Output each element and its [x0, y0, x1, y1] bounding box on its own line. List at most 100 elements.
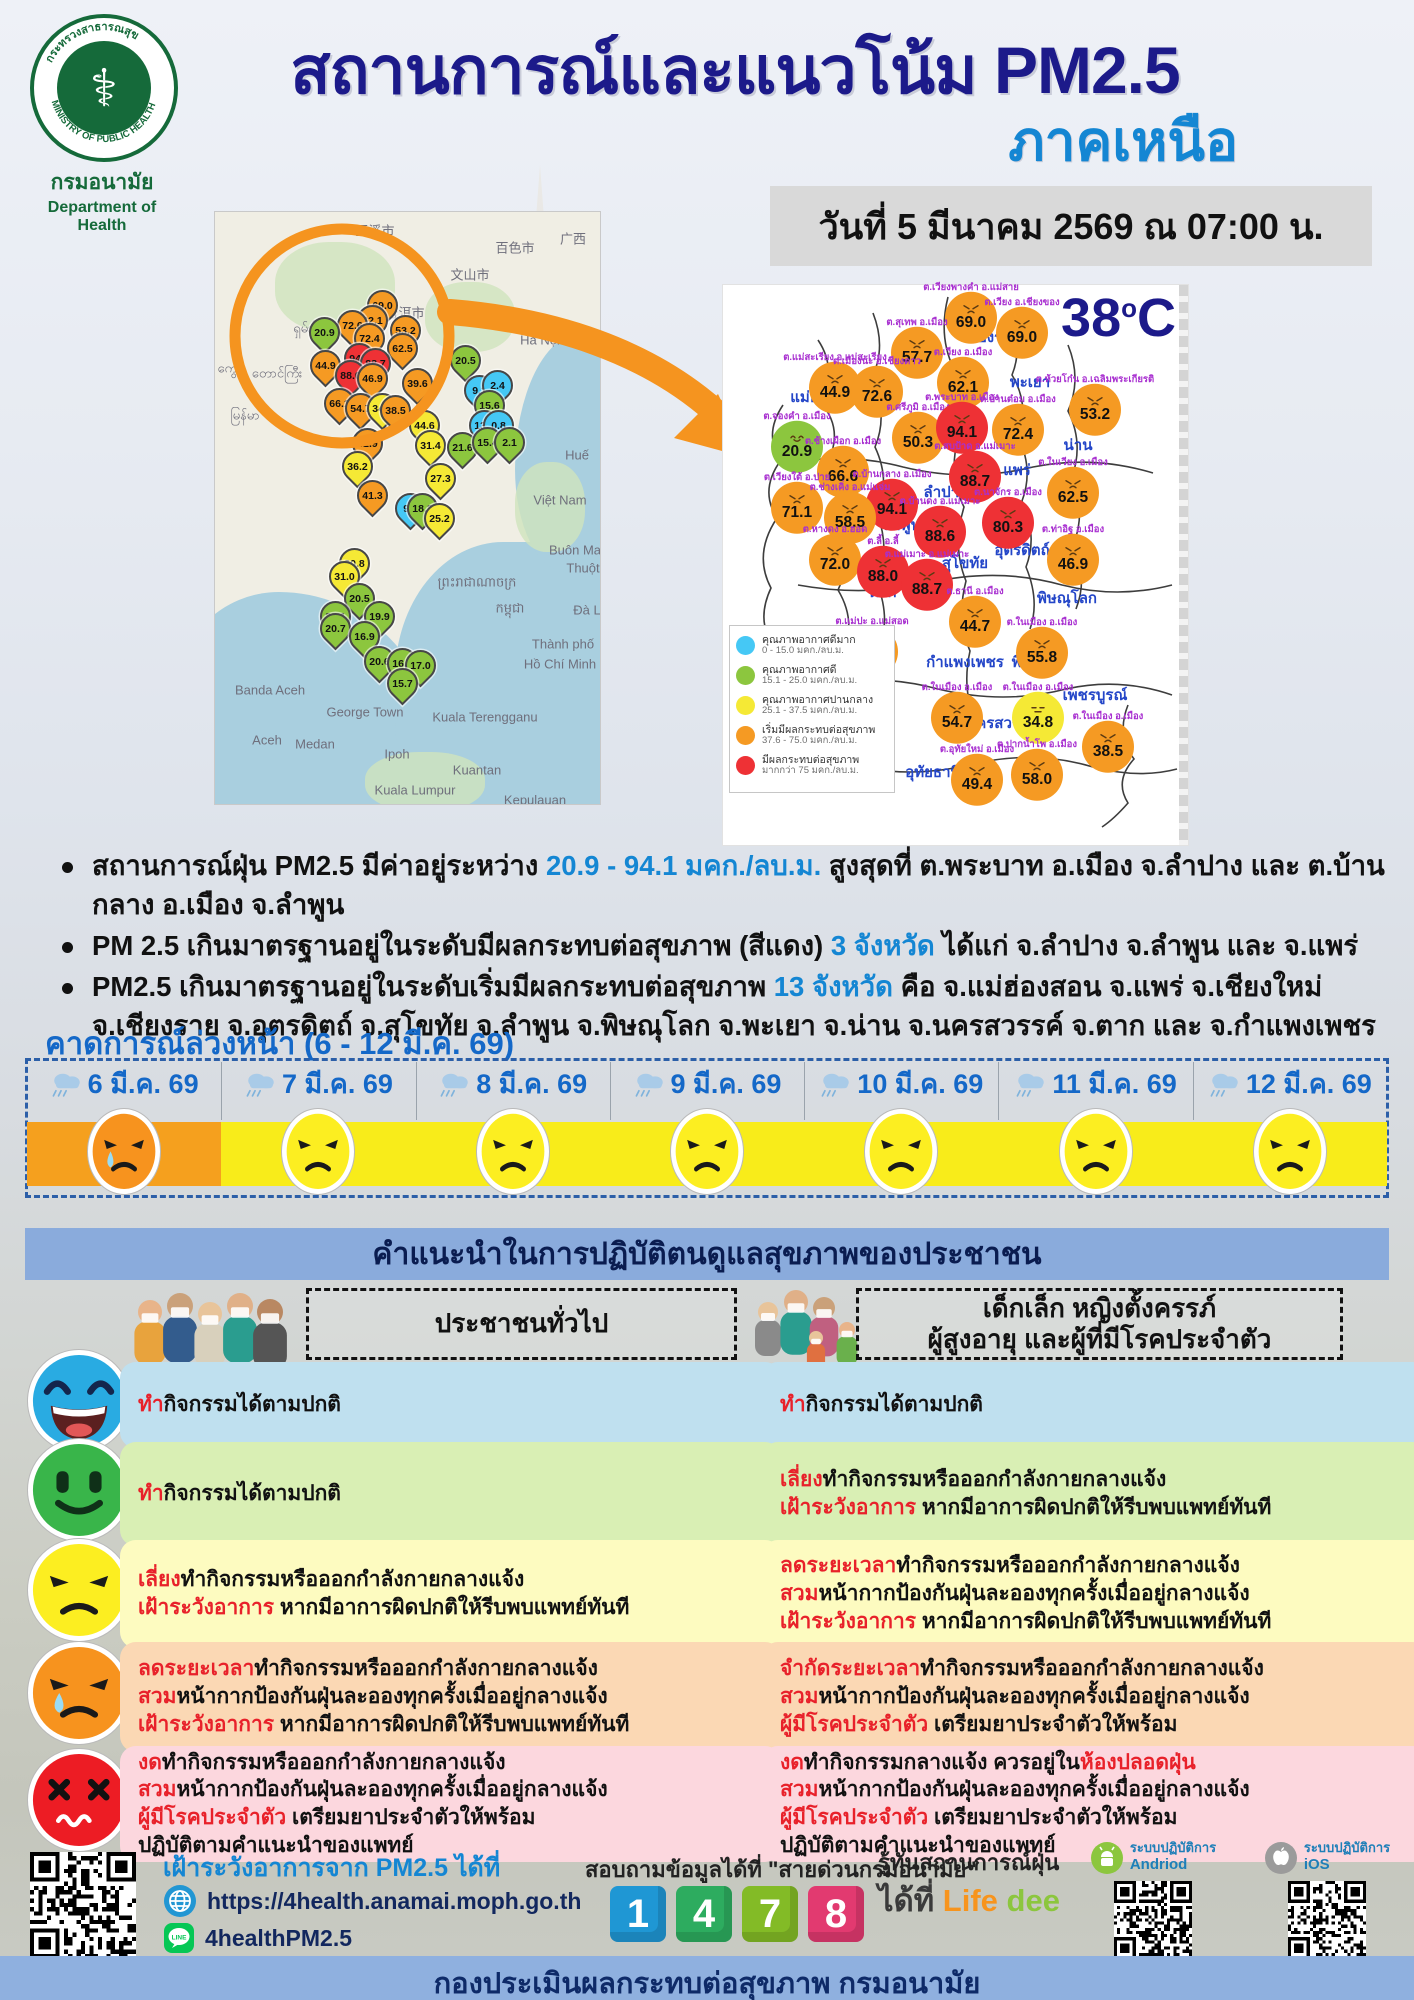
forecast-face-icon: [476, 1109, 549, 1194]
advice-cell-left: ทำกิจกรรมได้ตามปกติ: [120, 1362, 781, 1448]
station-marker[interactable]: ต.ในเวียง อ.เมือง 62.5: [993, 458, 1153, 519]
advice-cell-left: ลดระยะเวลาทำกิจกรรมหรือออกกำลังกายกลางแจ…: [120, 1642, 781, 1752]
map-place-label: Buôn Ma: [548, 542, 600, 558]
map-place-label: မြန်မာ: [230, 407, 260, 423]
station-marker[interactable]: ต.ในเมือง อ.เมือง 54.7: [877, 683, 1037, 744]
station-marker[interactable]: ต.พระบาท อ.เมือง 94.1: [882, 393, 1042, 454]
station-marker[interactable]: ต.ช้างเผือก อ.เมือง 66.6: [763, 437, 923, 498]
station-marker[interactable]: ต.เวียงพางคำ อ.แม่สาย 69.0: [891, 283, 1051, 344]
map-place-label: Banda Aceh: [234, 682, 306, 698]
aqi-face-icon: [28, 1539, 130, 1641]
rain-cloud-icon: [1210, 1073, 1238, 1097]
ministry-logo: ⚕ กระทรวงสาธารณสุข MINISTRY OF PUBLIC HE…: [30, 14, 178, 162]
apple-icon: [1264, 1841, 1297, 1874]
province-label: พิษณุโลก: [1036, 590, 1098, 607]
legend-item: เริ่มมีผลกระทบต่อสุขภาพ 37.6 - 75.0 มคก./…: [736, 724, 888, 747]
forecast-face-icon: [1059, 1109, 1132, 1194]
station-marker[interactable]: ต.อุทัยใหม่ อ.เมือง 49.4: [897, 745, 1057, 806]
station-marker[interactable]: ต.สุเทพ อ.เมือง 57.7: [837, 318, 997, 379]
legend-item: คุณภาพอากาศปานกลาง 25.1 - 37.5 มคก./ลบ.ม.: [736, 694, 888, 717]
north-region-detail-map[interactable]: 38oC เชียงรายแม่ฮ่องสอนพะเยาน่านลำปางแพร…: [723, 283, 1188, 845]
station-marker[interactable]: ต.ศรีภูมิ อ.เมือง 50.3: [838, 403, 998, 464]
scrollbar[interactable]: [1179, 285, 1188, 845]
station-marker[interactable]: ต.ในเมือง อ.เมือง 55.8: [962, 618, 1122, 679]
forecast-day: 8 มี.ค. 69: [415, 1062, 610, 1194]
hotline-digit: 4: [676, 1886, 732, 1942]
region-subtitle: ภาคเหนือ: [1008, 110, 1238, 172]
map-place-label: Kuala Lumpur: [374, 782, 456, 798]
lifedee-brand: ได้ที่ Life dee: [878, 1883, 1060, 1918]
map-place-label: Thành phố: [531, 636, 595, 652]
page-title: สถานการณ์และแนวโน้ม PM2.5: [290, 33, 1180, 107]
province-label: พะเยา: [1009, 374, 1051, 391]
forecast-box: [25, 1058, 1389, 1198]
station-marker[interactable]: ต.ในเมือง อ.เมือง 34.8: [958, 683, 1118, 744]
station-marker[interactable]: ต.ธานี อ.เมือง 44.7: [895, 587, 1055, 648]
station-marker[interactable]: ต.ลี้ อ.ลี้ 88.0: [803, 537, 963, 598]
line-app-icon: LINE: [164, 1923, 194, 1953]
advice-cell-left: งดทำกิจกรรมหรือออกกำลังกายกลางแจ้ง สวมหน้…: [120, 1746, 781, 1862]
map-place-label: Medan: [295, 736, 335, 752]
station-marker[interactable]: ต.เวียง อ.เมือง 62.1: [883, 348, 1043, 409]
map-place-label: Hồ Chí Minh: [523, 656, 597, 672]
map-place-label: Aceh: [252, 732, 282, 748]
map-place-label: Kuala Terengganu: [432, 709, 538, 725]
legend-item: คุณภาพอากาศดี 15.1 - 25.0 มคก./ลบ.ม.: [736, 664, 888, 687]
globe-icon: [164, 1885, 196, 1917]
station-marker[interactable]: ต.ท่าอิฐ อ.เมือง 46.9: [993, 525, 1153, 586]
date-banner: วันที่ 5 มีนาคม 2569 ณ 07:00 น.: [770, 186, 1372, 266]
station-marker[interactable]: ต.เวียงใต้ อ.ปาย 71.1: [717, 473, 877, 534]
line-id[interactable]: 4healthPM2.5: [205, 1924, 352, 1951]
map-place-label: Ipoh: [384, 746, 410, 762]
station-marker[interactable]: ต.ในเมือง อ.เมือง 38.5: [1028, 712, 1188, 773]
map-place-label: កម្ពុជា: [495, 600, 525, 616]
map-place-label: Huế: [565, 447, 589, 463]
station-marker[interactable]: ต.เมืองนะ อ.เชียงดาว 72.6: [797, 357, 957, 418]
station-marker[interactable]: ต.เวียง อ.เชียงของ 69.0: [942, 298, 1102, 359]
station-marker[interactable]: ต.จองคำ อ.เมือง 20.9: [717, 412, 877, 473]
footer-watch-title: เฝ้าระวังอาการจาก PM2.5 ได้ที่: [163, 1854, 501, 1882]
province-label: แพร่: [1003, 462, 1031, 479]
station-marker[interactable]: ต.แม่เมาะ อ.แม่เมาะ 88.7: [847, 550, 1007, 611]
website-link[interactable]: https://4health.anamai.moph.go.th: [207, 1887, 582, 1914]
advice-cell-left: เลี่ยงทำกิจกรรมหรือออกกำลังกายกลางแจ้ง เฝ…: [120, 1540, 781, 1648]
qr-code-ios: [1288, 1881, 1366, 1959]
station-marker[interactable]: ต.ปากน้ำโพ อ.เมือง 58.0: [957, 740, 1117, 801]
qr-code-android: [1114, 1881, 1192, 1959]
legend-item: มีผลกระทบต่อสุขภาพ มากกว่า 75 มคก./ลบ.ม.: [736, 754, 888, 777]
map-place-label: Kuantan: [452, 762, 502, 778]
hotline-digit: 7: [742, 1886, 798, 1942]
station-marker[interactable]: ต.สบป้าด อ.แม่เมาะ 88.7: [895, 442, 1055, 503]
station-marker[interactable]: ต.หางดง อ.ฮอด 72.0: [755, 525, 915, 586]
footer-band: กองประเมินผลกระทบต่อสุขภาพ กรมอนามัย: [0, 1956, 1414, 2000]
map-place-label: Đà L: [573, 602, 600, 618]
forecast-face-icon: [88, 1109, 161, 1194]
map-place-label: ព្រះរាជាណាចក្រ: [437, 574, 517, 590]
station-marker[interactable]: ต.บ้านต๋อม อ.เมือง 72.4: [938, 395, 1098, 456]
aqi-face-icon: [28, 1749, 130, 1851]
summary-bullet: สถานการณ์ฝุ่น PM2.5 มีค่าอยู่ระหว่าง 20.…: [40, 846, 1385, 924]
dept-en-label: Department of Health: [47, 199, 157, 234]
station-marker[interactable]: ต.ห้วยโก๋น อ.เฉลิมพระเกียรติ 53.2: [1015, 375, 1175, 436]
map-place-label: Việt Nam: [533, 492, 587, 508]
station-marker[interactable]: ต.นาจักร อ.เมือง 80.3: [928, 488, 1088, 549]
summary-bullet: PM2.5 เกินมาตรฐานอยู่ในระดับเริ่มมีผลกระ…: [40, 967, 1385, 1045]
province-label: กำแพงเพชร: [926, 654, 1004, 671]
map-place-label: Thuột: [566, 560, 600, 576]
advice-banner: คำแนะนำในการปฏิบัติตนดูแลสุขภาพของประชาช…: [25, 1228, 1389, 1280]
legend-item: คุณภาพอากาศดีมาก 0 - 15.0 มคก./ลบ.ม.: [736, 634, 888, 657]
forecast-day: 7 มี.ค. 69: [221, 1062, 415, 1194]
caduceus-icon: ⚕: [90, 60, 118, 118]
forecast-day: 12 มี.ค. 69: [1192, 1062, 1387, 1194]
department-name: กรมอนามัย Department of Health: [22, 162, 182, 235]
province-label: อุทัยธานี: [905, 764, 961, 781]
station-marker[interactable]: ต.บ้านดง อ.แม่เมาะ 88.6: [860, 497, 1020, 558]
map-place-label: Kepulauan: [503, 792, 567, 805]
hotline-label: สอบถามข้อมูลได้ที่ "สายด่วนกรมอนามัย": [585, 1857, 977, 1882]
hotline-digit: 8: [808, 1886, 864, 1942]
forecast-days: 6 มี.ค. 69 7 มี.ค. 69 8 มี.ค. 69 9 มี.ค. 69…: [27, 1062, 1387, 1194]
advice-cell-right: งดทำกิจกรรมกลางแจ้ง ควรอยู่ในห้องปลอดฝุ่…: [762, 1746, 1414, 1862]
